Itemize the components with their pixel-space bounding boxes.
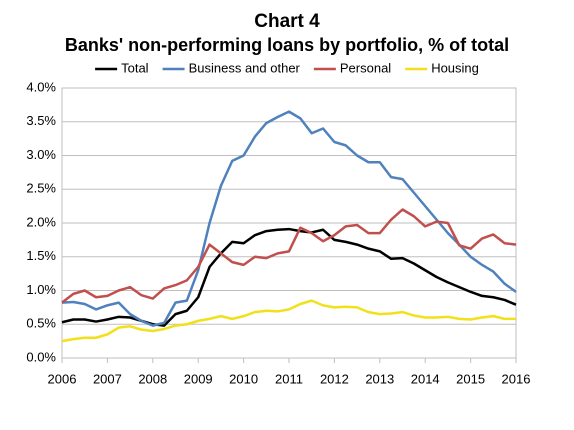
x-tick-label: 2014 xyxy=(411,371,440,386)
y-tick-label: 1.5% xyxy=(26,248,56,263)
x-tick-label: 2008 xyxy=(138,371,167,386)
series-line xyxy=(61,208,517,304)
x-tick-label: 2009 xyxy=(184,371,213,386)
y-tick-label: 0.5% xyxy=(26,316,56,331)
series-line xyxy=(61,110,517,327)
x-tick-label: 2007 xyxy=(93,371,122,386)
y-tick-label: 4.0% xyxy=(26,79,56,94)
x-tick-label: 2010 xyxy=(229,371,258,386)
legend-label: Personal xyxy=(340,60,391,75)
y-tick-label: 0.0% xyxy=(26,349,56,364)
chart-subtitle: Banks' non-performing loans by portfolio… xyxy=(65,35,509,55)
legend-label: Business and other xyxy=(189,60,301,75)
legend-label: Total xyxy=(121,60,149,75)
x-tick-label: 2015 xyxy=(456,371,485,386)
y-tick-label: 3.5% xyxy=(26,113,56,128)
x-tick-label: 2006 xyxy=(48,371,77,386)
legend: Total Business and other Personal Housing xyxy=(95,60,479,75)
x-tick-label: 2016 xyxy=(502,371,531,386)
x-tick-label: 2013 xyxy=(365,371,394,386)
y-tick-label: 1.0% xyxy=(26,282,56,297)
series-line xyxy=(61,227,517,327)
legend-label: Housing xyxy=(431,60,479,75)
y-tick-label: 2.0% xyxy=(26,214,56,229)
x-tick-label: 2012 xyxy=(320,371,349,386)
y-tick-label: 2.5% xyxy=(26,181,56,196)
series-line xyxy=(61,299,516,343)
x-tick-label: 2011 xyxy=(275,371,303,386)
chart-title: Chart 4 xyxy=(254,11,320,32)
y-tick-label: 3.0% xyxy=(26,147,56,162)
